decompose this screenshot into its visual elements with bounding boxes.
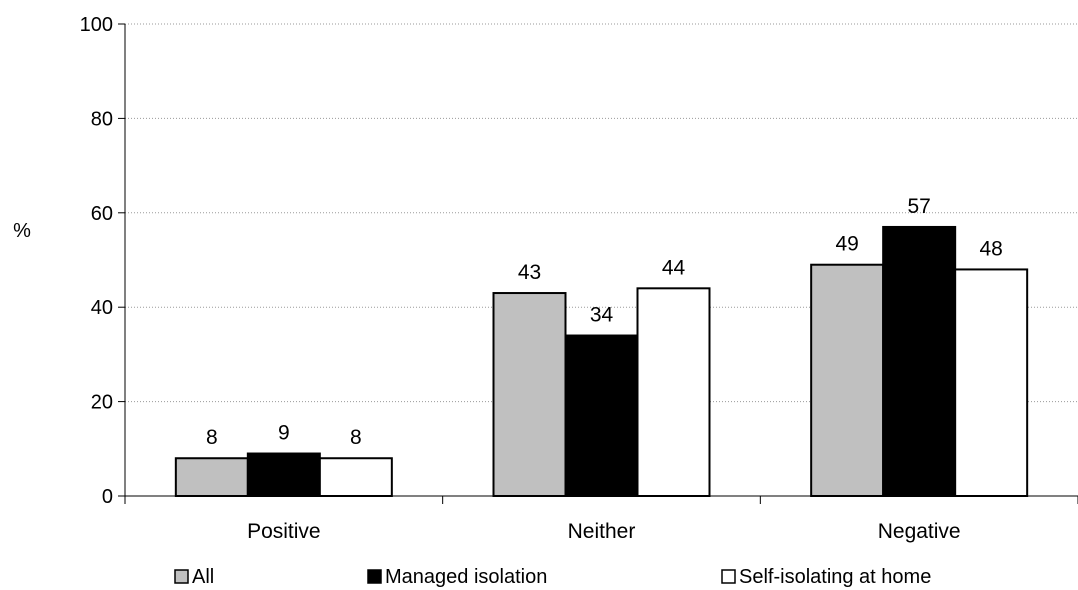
bar-value-label: 9 <box>278 422 290 445</box>
legend-swatch <box>367 569 382 584</box>
bar-value-label: 57 <box>907 195 930 218</box>
y-axis-label: % <box>13 220 31 242</box>
bars <box>174 225 1029 498</box>
bar <box>564 334 639 497</box>
x-category-label: Neither <box>568 520 636 543</box>
bar <box>174 457 249 497</box>
x-category-label: Negative <box>878 520 961 543</box>
y-tick-label: 40 <box>91 297 113 319</box>
legend-swatch <box>174 569 189 584</box>
bar-value-label: 8 <box>206 426 218 449</box>
bar <box>318 457 393 497</box>
bar <box>882 225 957 498</box>
x-category-label: Positive <box>247 520 321 543</box>
y-tick-label: 80 <box>91 108 113 130</box>
legend-swatch <box>721 569 736 584</box>
bar-value-label: 8 <box>350 426 362 449</box>
bar-value-label: 48 <box>979 237 1002 260</box>
axes: 0 20 40 60 80 100% Positive Neither Negative <box>13 14 1078 543</box>
y-tick-label: 0 <box>102 486 113 508</box>
bar-value-label: 44 <box>662 256 686 279</box>
y-tick-label: 20 <box>91 392 113 414</box>
data-labels: 8 9 8 43 34 44 49 57 48 <box>206 195 1003 449</box>
y-tick-label: 100 <box>80 14 113 36</box>
bar <box>636 287 711 497</box>
y-tick-label: 60 <box>91 203 113 225</box>
bar <box>954 268 1029 497</box>
bar-value-label: 43 <box>518 261 541 284</box>
legend-label: Self-isolating at home <box>739 566 931 588</box>
bar-value-label: 49 <box>835 233 858 256</box>
bar-value-label: 34 <box>590 304 614 327</box>
legend-label: All <box>192 566 214 588</box>
bar <box>492 292 567 498</box>
legend-label: Managed isolation <box>385 566 547 588</box>
legend: All Managed isolation Self-isolating at ho… <box>174 566 931 588</box>
bar <box>810 263 885 497</box>
bar <box>246 452 321 497</box>
